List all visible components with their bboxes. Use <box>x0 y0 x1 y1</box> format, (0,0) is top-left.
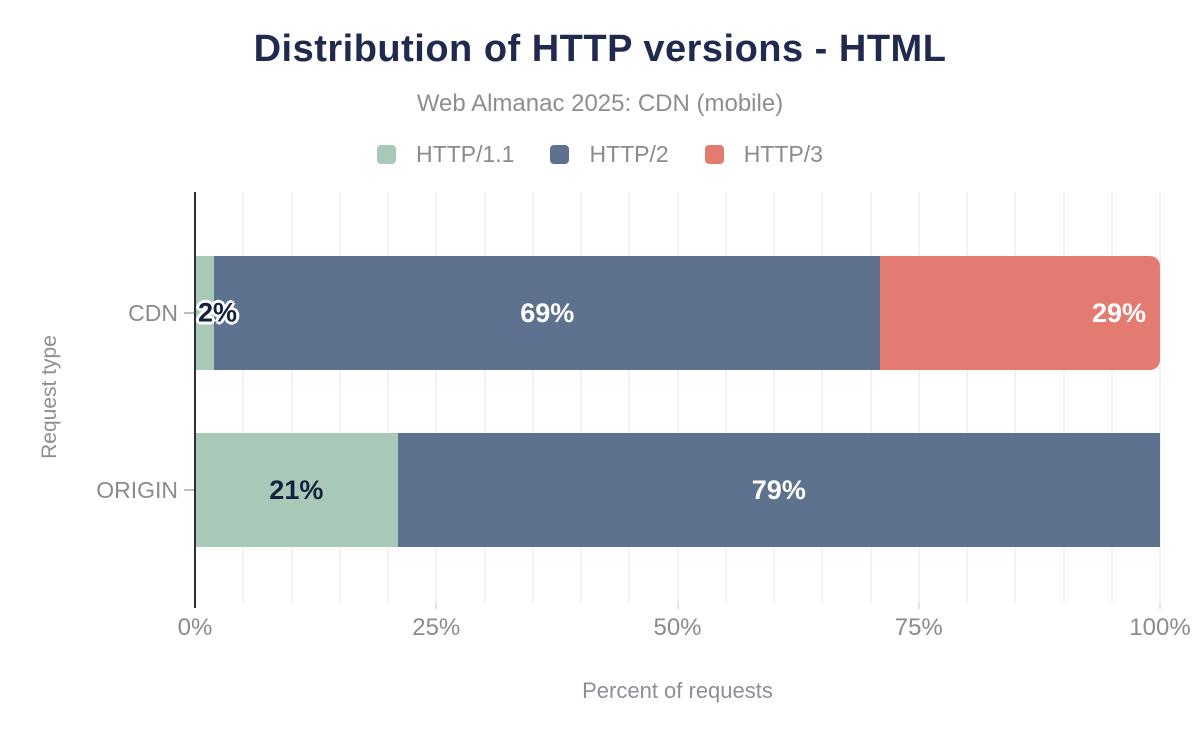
gridline <box>676 192 679 603</box>
bar-value-label: 69% <box>520 297 575 328</box>
gridline <box>773 192 775 603</box>
legend-label: HTTP/3 <box>743 141 823 167</box>
legend: HTTP/1.1 HTTP/2 HTTP/3 <box>0 141 1200 168</box>
gridline <box>966 192 968 603</box>
legend-label: HTTP/2 <box>589 141 669 167</box>
bar-segment-cdn-http-2[interactable]: 69% <box>214 256 881 370</box>
legend-label: HTTP/1.1 <box>416 141 515 167</box>
gridline <box>1014 192 1017 603</box>
x-axis-tick-label: 100% <box>1129 614 1191 641</box>
gridline <box>435 192 438 603</box>
bar-segment-cdn-http-1-1[interactable]: 2% <box>195 256 237 370</box>
gridline <box>580 192 582 603</box>
x-axis-tick-mark <box>917 603 920 609</box>
x-axis-tick-label: 0% <box>177 614 213 641</box>
bar-segment-origin-http-2[interactable]: 79% <box>397 433 1160 547</box>
bar-segment-cdn-http-3[interactable]: 29% <box>880 256 1160 370</box>
legend-swatch-icon <box>377 145 397 164</box>
x-axis-tick-mark <box>435 603 438 609</box>
legend-swatch-icon <box>704 145 724 164</box>
chart-title: Distribution of HTTP versions - HTML <box>253 28 947 70</box>
gridline <box>531 192 534 603</box>
gridline <box>1159 192 1161 603</box>
legend-item-http-2[interactable]: HTTP/2 <box>550 141 669 168</box>
gridline <box>869 192 872 603</box>
chart-subtitle: Web Almanac 2025: CDN (mobile) <box>416 90 784 117</box>
bar-segment-origin-http-1-1[interactable]: 21% <box>195 433 398 547</box>
x-axis-tick-label: 25% <box>412 614 461 641</box>
legend-swatch-icon <box>550 145 570 164</box>
y-axis-tick <box>184 312 194 314</box>
bar-row-origin: 21% 79% <box>195 433 1160 547</box>
bar-value-label: 79% <box>751 474 806 505</box>
gridline <box>821 192 824 603</box>
bar-value-label: 2% <box>198 297 238 328</box>
bar-row-cdn: 2% 69% 29% <box>195 256 1160 370</box>
gridline <box>917 192 920 603</box>
x-axis-tick-label: 75% <box>894 614 943 641</box>
gridline <box>338 192 341 603</box>
y-category-label-cdn: CDN <box>128 299 178 326</box>
gridline <box>628 192 631 603</box>
gridline <box>483 192 486 603</box>
x-axis-title: Percent of requests <box>582 678 773 703</box>
y-axis-tick <box>184 489 194 491</box>
bar-value-label: 21% <box>269 474 324 505</box>
gridline <box>242 192 245 603</box>
gridline <box>724 192 727 603</box>
legend-item-http-1-1[interactable]: HTTP/1.1 <box>377 141 514 168</box>
gridline <box>290 192 293 603</box>
bar-value-label: 29% <box>1091 297 1146 328</box>
y-category-label-origin: ORIGIN <box>96 476 178 503</box>
x-axis-tick-label: 50% <box>653 614 702 641</box>
gridline <box>1110 192 1113 603</box>
x-axis-tick-mark <box>676 603 679 609</box>
x-axis-tick-mark <box>1159 603 1161 609</box>
plot-area: 2% 69% 29% 21% 79% <box>194 192 1161 608</box>
y-axis-line <box>194 192 196 608</box>
gridline <box>387 192 389 603</box>
legend-item-http-3[interactable]: HTTP/3 <box>704 141 823 168</box>
gridline <box>1062 192 1065 603</box>
